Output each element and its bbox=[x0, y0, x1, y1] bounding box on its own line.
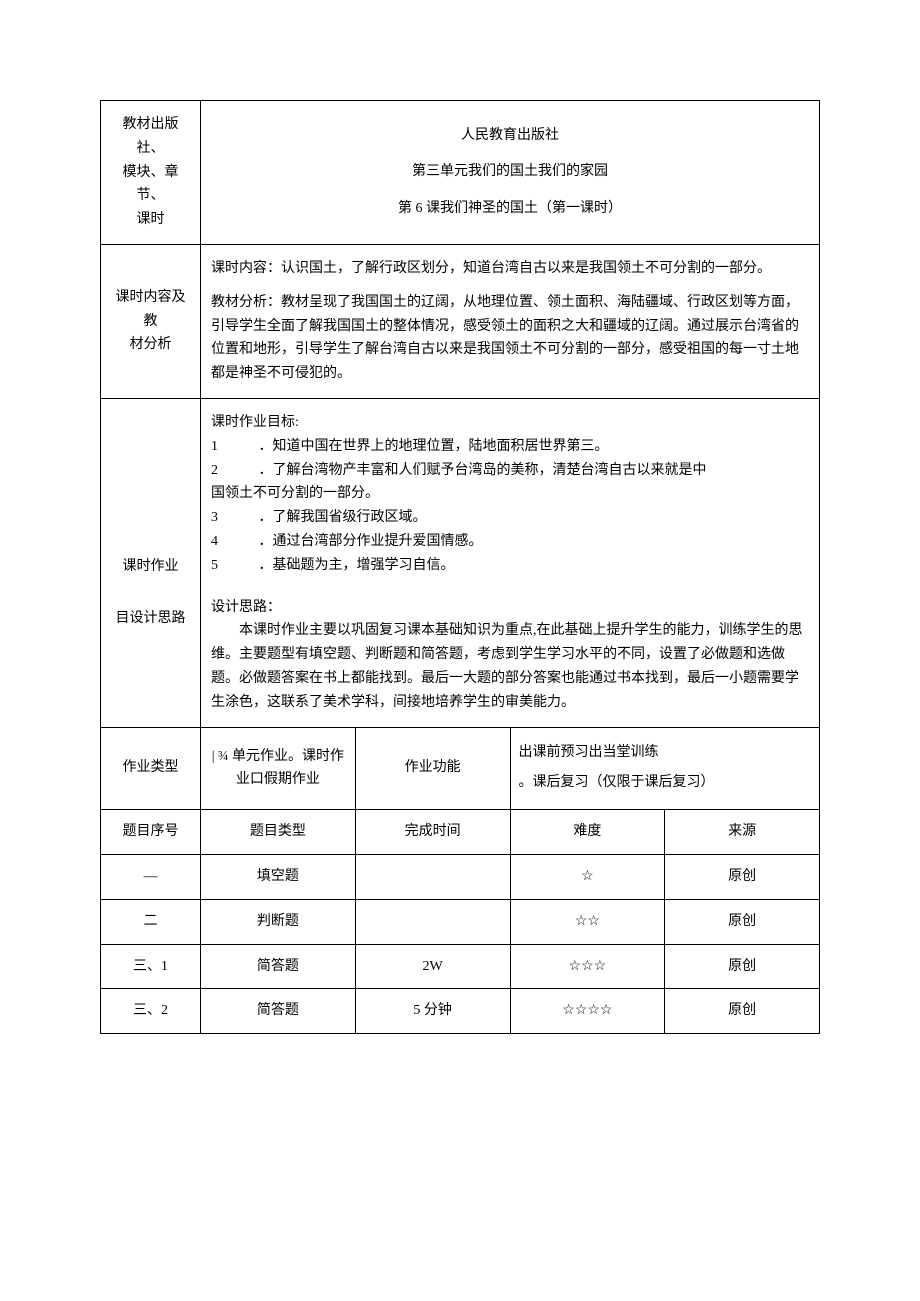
header-time: 完成时间 bbox=[355, 810, 510, 855]
goal-item: 2 ．了解台湾物产丰富和人们赋予台湾岛的美称，清楚台湾自古以来就是中 bbox=[211, 459, 809, 483]
row-homework-design: 课时作业 目设计思路 课时作业目标: 1 ．知道中国在世界上的地理位置，陆地面积… bbox=[101, 398, 820, 727]
table-row: 三、1 简答题 2W ☆☆☆ 原创 bbox=[101, 944, 820, 989]
publisher-text: 人民教育出版社 bbox=[209, 118, 811, 154]
goal-num: 3 bbox=[211, 506, 225, 530]
table-header-row: 题目序号 题目类型 完成时间 难度 来源 bbox=[101, 810, 820, 855]
goal-item: 5 ．基础题为主，增强学习自信。 bbox=[211, 554, 809, 578]
cell-type: 简答题 bbox=[201, 944, 356, 989]
cell-source: 原创 bbox=[665, 854, 820, 899]
func-line2: 。课后复习（仅限于课后复习） bbox=[519, 768, 812, 799]
header-item-type: 题目类型 bbox=[201, 810, 356, 855]
design-text: 本课时作业主要以巩固复习课本基础知识为重点,在此基础上提升学生的能力，训练学生的… bbox=[211, 619, 809, 714]
cell-homework-design: 课时作业目标: 1 ．知道中国在世界上的地理位置，陆地面积居世界第三。 2 ．了… bbox=[201, 398, 820, 727]
cell-number: 三、2 bbox=[101, 989, 201, 1034]
cell-difficulty: ☆☆☆ bbox=[510, 944, 665, 989]
table-row: 三、2 简答题 5 分钟 ☆☆☆☆ 原创 bbox=[101, 989, 820, 1034]
header-difficulty: 难度 bbox=[510, 810, 665, 855]
cell-type: 简答题 bbox=[201, 989, 356, 1034]
cell-content-analysis: 课时内容：认识国土，了解行政区划分，知道台湾自古以来是我国领土不可分割的一部分。… bbox=[201, 244, 820, 398]
goals-title: 课时作业目标: bbox=[211, 411, 809, 435]
label-homework-design: 课时作业 目设计思路 bbox=[101, 398, 201, 727]
goal-text: ．了解我国省级行政区域。 bbox=[259, 510, 427, 525]
cell-source: 原创 bbox=[665, 899, 820, 944]
content-text: 课时内容：认识国土，了解行政区划分，知道台湾自古以来是我国领土不可分割的一部分。 bbox=[211, 257, 809, 281]
goal-num: 1 bbox=[211, 435, 225, 459]
label-textbook: 教材出版社、 模块、章节、 课时 bbox=[101, 101, 201, 245]
goal-item: 4 ．通过台湾部分作业提升爱国情感。 bbox=[211, 530, 809, 554]
cell-number: 三、1 bbox=[101, 944, 201, 989]
cell-type-value: | ¾ 单元作业。课时作业口假期作业 bbox=[201, 727, 356, 810]
cell-time bbox=[355, 854, 510, 899]
goal-text: ．了解台湾物产丰富和人们赋予台湾岛的美称，清楚台湾自古以来就是中 bbox=[259, 463, 707, 478]
label-homework-func: 作业功能 bbox=[355, 727, 510, 810]
goal-text: ．知道中国在世界上的地理位置，陆地面积居世界第三。 bbox=[259, 439, 609, 454]
cell-textbook-content: 人民教育出版社 第三单元我们的国土我们的家园 第 6 课我们神圣的国土（第一课时… bbox=[201, 101, 820, 245]
label-text: 材分析 bbox=[109, 333, 192, 357]
header-source: 来源 bbox=[665, 810, 820, 855]
cell-func-value: 出课前预习出当堂训练 。课后复习（仅限于课后复习） bbox=[510, 727, 820, 810]
goal-text: ．通过台湾部分作业提升爱国情感。 bbox=[259, 534, 483, 549]
cell-difficulty: ☆☆☆☆ bbox=[510, 989, 665, 1034]
goal-item: 1 ．知道中国在世界上的地理位置，陆地面积居世界第三。 bbox=[211, 435, 809, 459]
label-text: 教材出版社、 bbox=[109, 113, 192, 161]
lesson-text: 第 6 课我们神圣的国土（第一课时） bbox=[209, 191, 811, 227]
cell-time bbox=[355, 899, 510, 944]
goal-text: ．基础题为主，增强学习自信。 bbox=[259, 558, 455, 573]
cell-number: — bbox=[101, 854, 201, 899]
cell-time: 5 分钟 bbox=[355, 989, 510, 1034]
label-text: 课时 bbox=[109, 208, 192, 232]
analysis-text: 教材分析：教材呈现了我国国土的辽阔，从地理位置、领土面积、海陆疆域、行政区划等方… bbox=[211, 291, 809, 386]
cell-time: 2W bbox=[355, 944, 510, 989]
cell-number: 二 bbox=[101, 899, 201, 944]
goal-num: 2 bbox=[211, 459, 225, 483]
design-title: 设计思路： bbox=[211, 596, 809, 620]
header-item-number: 题目序号 bbox=[101, 810, 201, 855]
row-content-analysis: 课时内容及教 材分析 课时内容：认识国土，了解行政区划分，知道台湾自古以来是我国… bbox=[101, 244, 820, 398]
label-homework-type: 作业类型 bbox=[101, 727, 201, 810]
label-text: 课时内容及教 bbox=[109, 286, 192, 334]
goal-num: 5 bbox=[211, 554, 225, 578]
cell-difficulty: ☆☆ bbox=[510, 899, 665, 944]
func-line1: 出课前预习出当堂训练 bbox=[519, 738, 812, 769]
table-row: 二 判断题 ☆☆ 原创 bbox=[101, 899, 820, 944]
label-text: 目设计思路 bbox=[109, 607, 192, 631]
goal-num: 4 bbox=[211, 530, 225, 554]
cell-type: 判断题 bbox=[201, 899, 356, 944]
row-homework-type: 作业类型 | ¾ 单元作业。课时作业口假期作业 作业功能 出课前预习出当堂训练 … bbox=[101, 727, 820, 810]
cell-source: 原创 bbox=[665, 989, 820, 1034]
goal-text-cont: 国领土不可分割的一部分。 bbox=[211, 482, 809, 506]
cell-type: 填空题 bbox=[201, 854, 356, 899]
unit-text: 第三单元我们的国土我们的家园 bbox=[209, 154, 811, 190]
label-text: 模块、章节、 bbox=[109, 161, 192, 209]
goal-item: 3 ．了解我国省级行政区域。 bbox=[211, 506, 809, 530]
label-text: 课时作业 bbox=[109, 555, 192, 579]
lesson-plan-table: 教材出版社、 模块、章节、 课时 人民教育出版社 第三单元我们的国土我们的家园 … bbox=[100, 100, 820, 1034]
cell-difficulty: ☆ bbox=[510, 854, 665, 899]
cell-source: 原创 bbox=[665, 944, 820, 989]
table-row: — 填空题 ☆ 原创 bbox=[101, 854, 820, 899]
label-content-analysis: 课时内容及教 材分析 bbox=[101, 244, 201, 398]
row-textbook-info: 教材出版社、 模块、章节、 课时 人民教育出版社 第三单元我们的国土我们的家园 … bbox=[101, 101, 820, 245]
